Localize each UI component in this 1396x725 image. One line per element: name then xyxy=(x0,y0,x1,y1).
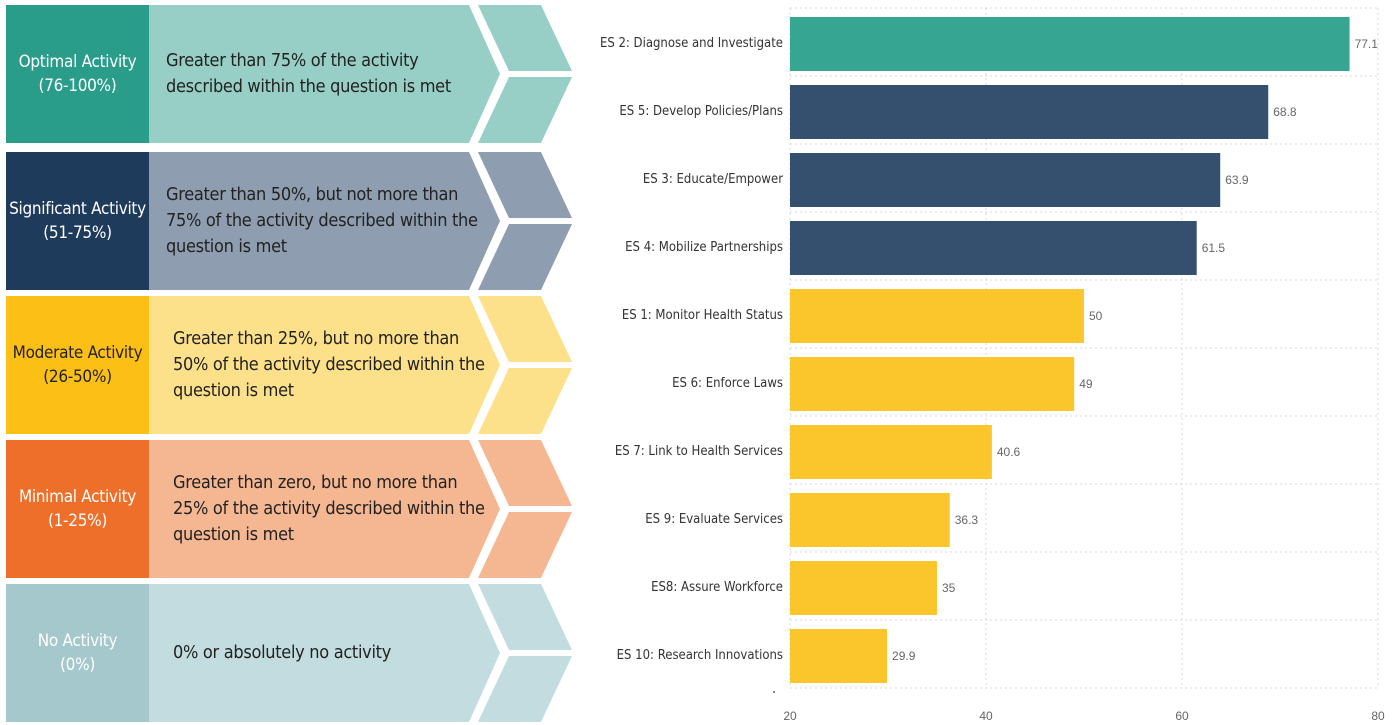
x-tick-label: 80 xyxy=(1371,709,1385,723)
chevron-upper xyxy=(478,152,572,218)
bar xyxy=(790,85,1269,139)
arrow-shape xyxy=(149,440,572,578)
category-label: ES 2: Diagnose and Investigate xyxy=(600,36,783,51)
chevron-lower xyxy=(478,224,572,290)
bar-value-label: 63.9 xyxy=(1225,173,1249,187)
arrow-shape xyxy=(149,584,572,722)
bar xyxy=(790,289,1084,343)
legend-level-range: (76-100%) xyxy=(38,76,117,96)
axis-tick-mark xyxy=(773,691,775,693)
category-label: ES 5: Develop Policies/Plans xyxy=(619,104,783,119)
arrow-body xyxy=(149,296,500,434)
legend-row: Minimal Activity (1-25%) Greater than zero… xyxy=(6,440,572,578)
legend-level-box: Significant Activity (51-75%) xyxy=(6,152,149,290)
legend-level-box: Minimal Activity (1-25%) xyxy=(6,440,149,578)
legend-level-box: No Activity (0%) xyxy=(6,584,149,722)
bar-value-label: 49 xyxy=(1079,377,1093,391)
bar xyxy=(790,357,1075,411)
arrow-shape xyxy=(149,152,572,290)
arrow-shape xyxy=(149,5,572,143)
bar xyxy=(790,629,888,683)
chevron-upper xyxy=(478,5,572,71)
category-label: ES 9: Evaluate Services xyxy=(645,512,783,527)
bar xyxy=(790,17,1350,71)
chevron-upper xyxy=(478,296,572,362)
legend-description: Greater than 50%, but not more than 75% … xyxy=(166,184,478,257)
arrow-body xyxy=(149,152,500,290)
bar-value-label: 29.9 xyxy=(892,649,916,663)
x-tick-label: 40 xyxy=(979,709,993,723)
bar-value-label: 40.6 xyxy=(997,445,1021,459)
legend-level-title: Moderate Activity xyxy=(12,343,143,363)
chevron-upper xyxy=(478,440,572,506)
bar-value-label: 77.1 xyxy=(1355,37,1379,51)
arrow-body xyxy=(149,584,500,722)
legend-description: Greater than 25%, but no more than 50% o… xyxy=(173,328,485,401)
bar xyxy=(790,493,950,547)
x-tick-label: 20 xyxy=(783,709,797,723)
legend-description: Greater than zero, but no more than 25% … xyxy=(173,472,485,545)
legend-level-box: Moderate Activity (26-50%) xyxy=(6,296,149,434)
legend-row: Optimal Activity (76-100%) Greater than 75… xyxy=(6,5,572,143)
legend-row: No Activity (0%) 0% or absolutely no activ… xyxy=(6,584,572,722)
legend-level-range: (0%) xyxy=(60,655,95,675)
legend-level-title: Optimal Activity xyxy=(18,52,137,72)
category-label: ES 4: Mobilize Partnerships xyxy=(625,240,783,255)
arrow-body xyxy=(149,440,500,578)
chevron-lower xyxy=(478,656,572,722)
category-label: ES 10: Research Innovations xyxy=(617,648,783,663)
chevron-lower xyxy=(478,512,572,578)
legend-level-title: No Activity xyxy=(37,631,118,651)
legend-row: Significant Activity (51-75%) Greater than… xyxy=(6,152,572,290)
bar-value-label: 50 xyxy=(1089,309,1103,323)
bar xyxy=(790,153,1221,207)
category-label: ES 6: Enforce Laws xyxy=(672,376,783,391)
bar-value-label: 35 xyxy=(942,581,956,595)
category-label: ES 7: Link to Health Services xyxy=(615,444,783,459)
category-label: ES 3: Educate/Empower xyxy=(643,172,783,187)
category-label: ES 1: Monitor Health Status xyxy=(622,308,783,323)
chart-svg: 77.1 ES 2: Diagnose and Investigate 68.8 ES… xyxy=(600,7,1385,723)
legend-level-range: (51-75%) xyxy=(43,223,112,243)
bar xyxy=(790,221,1197,275)
bar-value-label: 68.8 xyxy=(1273,105,1297,119)
bar-value-label: 36.3 xyxy=(955,513,979,527)
legend-row: Moderate Activity (26-50%) Greater than 25… xyxy=(6,296,572,434)
legend-description: Greater than 75% of the activity describ… xyxy=(166,50,451,97)
chevron-lower xyxy=(478,77,572,143)
legend-level-box: Optimal Activity (76-100%) xyxy=(6,5,149,143)
arrow-shape xyxy=(149,296,572,434)
essential-services-bar-chart: 77.1 ES 2: Diagnose and Investigate 68.8 ES… xyxy=(590,0,1396,725)
bar-value-label: 61.5 xyxy=(1202,241,1226,255)
x-tick-label: 60 xyxy=(1175,709,1189,723)
activity-legend: Optimal Activity (76-100%) Greater than 75… xyxy=(0,0,580,725)
chevron-upper xyxy=(478,584,572,650)
legend-level-range: (1-25%) xyxy=(47,511,108,531)
bar xyxy=(790,561,937,615)
legend-level-range: (26-50%) xyxy=(43,367,112,387)
arrow-body xyxy=(149,5,500,143)
legend-level-title: Significant Activity xyxy=(9,199,146,219)
category-label: ES8: Assure Workforce xyxy=(651,580,783,595)
chevron-lower xyxy=(478,368,572,434)
legend-level-title: Minimal Activity xyxy=(18,487,137,507)
legend-description: 0% or absolutely no activity xyxy=(173,642,391,663)
bar xyxy=(790,425,992,479)
